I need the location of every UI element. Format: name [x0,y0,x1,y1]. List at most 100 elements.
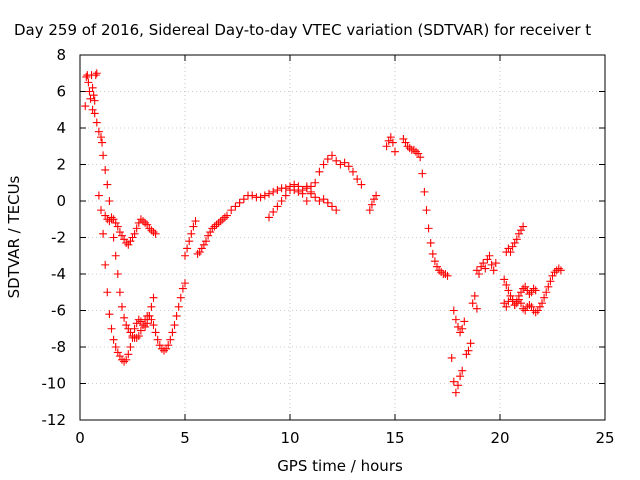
data-point [151,229,160,238]
data-point [477,262,486,271]
data-point [260,191,269,200]
data-points [81,69,565,397]
data-point [132,224,141,233]
data-point [479,259,488,268]
data-point [517,226,525,235]
data-point [208,224,217,233]
data-series [94,191,158,366]
data-point [122,321,131,330]
data-point [370,195,378,204]
data-point [405,144,414,153]
data-point [99,229,108,238]
data-point [384,136,393,145]
data-point [386,133,395,142]
data-series [472,251,500,278]
data-point [437,268,446,277]
data-point [126,343,135,351]
data-point [332,206,341,215]
data-point [426,238,435,247]
data-point [487,260,496,269]
data-point [525,301,534,310]
data-point [227,206,236,215]
data-point [84,78,93,87]
data-point [265,189,273,198]
data-point [418,169,427,178]
data-point [510,301,519,310]
data-point [365,206,374,215]
data-point [466,339,475,348]
data-series [81,69,101,111]
data-point [504,297,513,306]
x-tick-label: 10 [280,429,299,447]
data-point [147,302,156,311]
data-point [414,149,423,158]
data-point [344,162,353,171]
data-point [130,324,139,333]
data-point [105,310,114,319]
data-point [517,288,525,297]
data-point [294,182,303,191]
grid [80,55,605,420]
data-point [202,237,210,246]
data-point [533,306,542,315]
data-point [149,321,158,330]
data-point [265,213,273,222]
data-point [122,355,131,364]
data-point [546,277,555,286]
data-point [525,290,534,299]
data-point [506,248,515,257]
data-point [181,279,189,288]
data-point [548,271,557,280]
data-point [514,229,523,238]
data-point [183,244,192,253]
data-point [143,319,152,328]
data-point [311,178,320,187]
data-point [508,295,517,304]
data-point [277,197,286,205]
data-point [307,187,315,196]
data-point [456,372,465,381]
data-point [456,328,465,337]
x-tick-label: 0 [75,429,85,447]
data-point [88,105,97,114]
x-axis-label: GPS time / hours [277,457,403,475]
data-point [489,266,498,275]
data-point [529,284,538,293]
data-point [388,138,397,147]
data-point [357,180,366,189]
data-point [302,197,311,205]
data-point [538,299,546,308]
data-point [92,69,101,78]
data-point [98,138,107,147]
data-point [519,304,528,313]
data-point [430,257,439,266]
data-point [302,182,311,191]
data-point [447,353,456,362]
data-point [449,377,458,386]
data-point [109,233,118,242]
data-point [126,237,135,246]
data-point [204,231,213,240]
data-point [521,306,530,315]
data-point [214,218,223,227]
y-tick-label: 0 [56,192,66,210]
data-point [248,191,257,200]
data-point [454,381,462,390]
data-point [94,127,103,136]
data-point [340,158,349,167]
data-point [111,218,120,227]
data-point [147,226,156,235]
data-point [149,293,158,302]
data-point [145,311,154,320]
data-point [481,264,490,273]
data-point [124,240,133,249]
data-point [101,165,110,174]
data-point [231,202,240,211]
data-point [502,302,511,311]
data-point [470,291,479,300]
data-point [510,238,519,247]
data-point [206,228,215,237]
data-point [113,222,122,231]
data-point [170,321,179,330]
